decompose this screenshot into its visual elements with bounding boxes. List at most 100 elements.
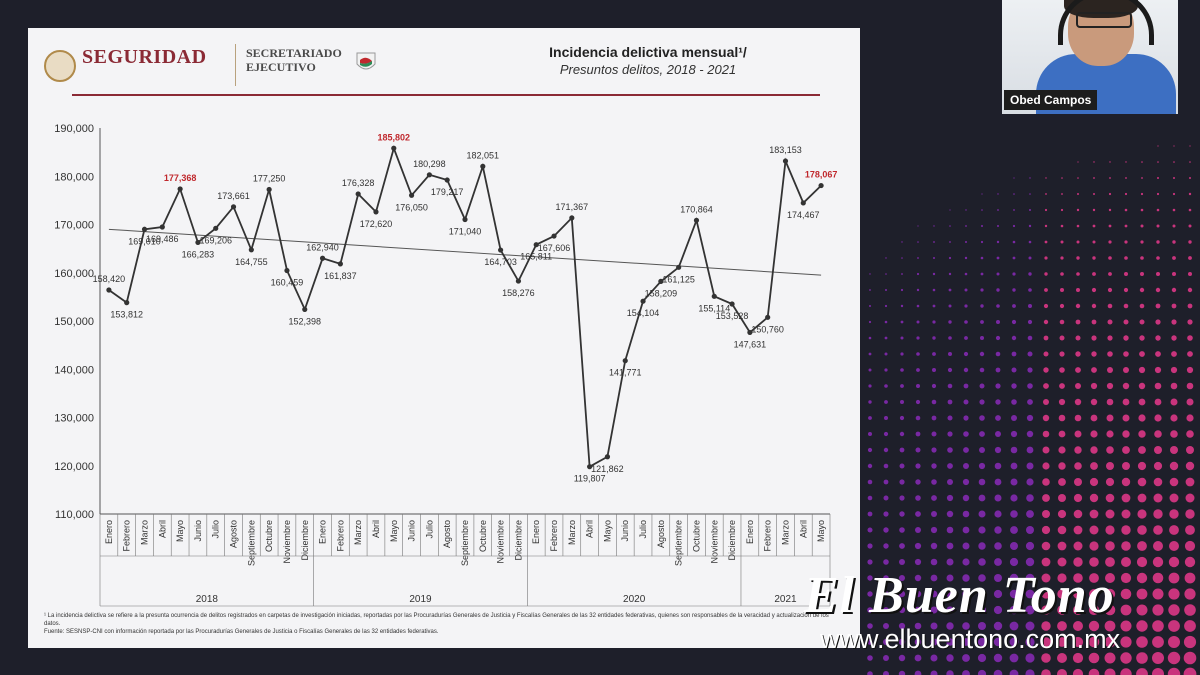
x-tick-label: Febrero: [549, 520, 559, 552]
data-point: [640, 298, 646, 304]
data-label: 164,755: [235, 257, 268, 267]
x-tick-label: Julio: [211, 520, 221, 539]
data-label: 147,631: [734, 339, 767, 349]
y-tick-label: 190,000: [54, 123, 94, 135]
x-tick-label: Abril: [371, 520, 381, 538]
y-tick-label: 120,000: [54, 461, 94, 473]
y-tick-label: 170,000: [54, 220, 94, 232]
x-tick-label: Septiembre: [246, 520, 256, 566]
data-point: [551, 233, 557, 239]
x-tick-label: Marzo: [567, 520, 577, 545]
data-point: [355, 191, 361, 197]
data-label: 166,283: [182, 249, 215, 259]
footnote-source: Fuente: SESNSP-CNI con información repor…: [44, 629, 439, 635]
data-point: [569, 215, 575, 221]
data-label: 154,104: [627, 308, 660, 318]
data-label: 153,812: [110, 310, 143, 320]
data-point: [426, 172, 432, 178]
year-label: 2020: [623, 594, 646, 605]
secretariado-emblem-icon: [356, 52, 376, 70]
data-point: [391, 145, 397, 151]
presentation-slide: SEGURIDAD SECRETARIADO EJECUTIVO Inciden…: [28, 28, 860, 648]
x-tick-label: Septiembre: [460, 520, 470, 566]
data-label: 169,010: [128, 236, 161, 246]
data-point: [195, 239, 201, 246]
x-tick-label: Enero: [318, 520, 328, 544]
data-point: [800, 200, 806, 206]
x-tick-label: Abril: [585, 520, 595, 538]
data-label: 158,276: [502, 288, 535, 298]
data-point: [658, 278, 664, 284]
data-label: 172,620: [360, 219, 393, 229]
data-label: 182,051: [467, 150, 500, 160]
data-label: 160,459: [271, 278, 304, 288]
data-point: [729, 301, 735, 307]
seguridad-title: SEGURIDAD: [82, 46, 207, 68]
x-tick-label: Diciembre: [300, 520, 310, 561]
participant-name-label: Obed Campos: [1004, 90, 1098, 110]
watermark-url: www.elbuentono.com.mx: [820, 624, 1121, 654]
data-point: [106, 287, 112, 293]
data-point: [337, 261, 343, 267]
data-label: 177,368: [164, 173, 197, 183]
data-point: [515, 278, 522, 284]
x-tick-label: Noviembre: [709, 520, 719, 564]
data-label: 141,771: [609, 368, 642, 378]
data-label: 174,467: [787, 210, 820, 220]
x-tick-label: Febrero: [122, 520, 132, 552]
x-tick-label: Marzo: [353, 520, 363, 545]
data-label: 150,760: [751, 324, 784, 334]
headset-icon: [1058, 0, 1154, 45]
year-label: 2019: [409, 594, 432, 605]
x-tick-label: Enero: [745, 520, 755, 544]
y-tick-label: 180,000: [54, 171, 94, 183]
x-tick-label: Noviembre: [282, 520, 292, 564]
data-point: [676, 264, 682, 270]
data-label: 161,125: [662, 274, 695, 284]
x-tick-label: Mayo: [602, 520, 612, 542]
x-tick-label: Junio: [620, 520, 630, 542]
data-point: [230, 204, 237, 210]
data-label: 176,328: [342, 178, 375, 188]
data-label: 161,837: [324, 271, 357, 281]
header-divider: [235, 44, 236, 86]
data-point: [177, 186, 183, 192]
trend-line: [108, 228, 822, 276]
footnote-text: ¹ La incidencia delictiva se refiere a l…: [44, 613, 829, 627]
data-label: 165,811: [520, 252, 552, 262]
data-point: [782, 158, 789, 164]
webcam-tile[interactable]: Obed Campos: [1002, 0, 1178, 114]
y-tick-label: 160,000: [54, 268, 94, 280]
x-tick-label: Octubre: [264, 520, 274, 552]
y-tick-label: 150,000: [54, 316, 94, 328]
x-tick-label: Septiembre: [674, 520, 684, 566]
x-tick-label: Julio: [638, 520, 648, 539]
data-point: [141, 226, 148, 232]
y-tick-label: 130,000: [54, 413, 94, 425]
data-point: [765, 314, 771, 320]
data-label: 152,398: [288, 316, 321, 326]
x-tick-label: Diciembre: [513, 520, 523, 561]
line-chart: 110,000 120,000 130,000 140,000 150,000 160,0…: [54, 123, 838, 607]
chart-title: Incidencia delictiva mensual¹/: [549, 44, 747, 60]
data-label: 178,067: [805, 170, 838, 180]
data-point: [266, 186, 272, 193]
x-tick-label: Abril: [798, 520, 808, 538]
data-point: [159, 224, 165, 230]
data-point: [587, 464, 593, 470]
data-point: [284, 267, 290, 274]
data-point: [604, 454, 611, 460]
chart-subtitle: Presuntos delitos, 2018 - 2021: [559, 62, 737, 77]
data-label: 169,206: [199, 235, 232, 245]
data-label: 177,250: [253, 174, 286, 184]
data-point: [248, 247, 254, 253]
data-point: [408, 192, 415, 198]
x-tick-label: Octubre: [691, 520, 701, 552]
data-label: 169,486: [146, 234, 179, 244]
data-label: 185,802: [378, 132, 411, 142]
data-point: [533, 242, 539, 248]
x-tick-label: Junio: [407, 520, 417, 542]
data-label: 158,420: [93, 274, 126, 284]
data-label: 167,606: [538, 243, 571, 253]
header-rule: [72, 94, 820, 96]
